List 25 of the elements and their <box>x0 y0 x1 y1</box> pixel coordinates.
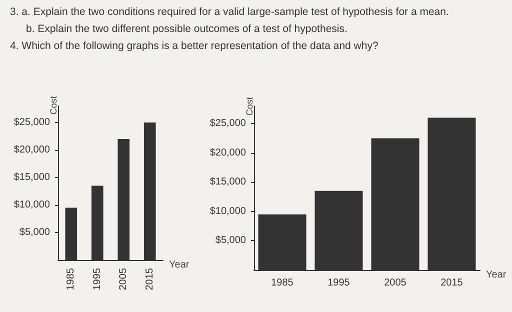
x-tick-label: 1985 <box>271 278 294 288</box>
text: b. Explain the two different possible outcomes of a test of hypothesis. <box>25 23 348 35</box>
y-tick-label: $10,000 <box>14 200 50 210</box>
x-tick-label: 2015 <box>144 268 156 290</box>
x-axis-title: Year <box>486 270 507 280</box>
x-tick-label: 2005 <box>118 268 130 290</box>
y-tick-label: $5,000 <box>19 227 50 238</box>
y-tick-label: $15,000 <box>210 176 246 188</box>
y-tick-label: $20,000 <box>210 147 246 158</box>
x-tick-label: 1985 <box>66 268 77 290</box>
x-tick-label: 2015 <box>440 278 464 288</box>
y-axis-title: Cost <box>244 96 254 116</box>
y-axis-title: Cost <box>48 96 58 115</box>
y-tick-label: $10,000 <box>210 206 246 217</box>
x-tick-label: 1995 <box>92 268 103 290</box>
x-axis-title: Year <box>169 260 190 270</box>
y-tick-label: $20,000 <box>14 144 50 156</box>
x-tick-label: 1995 <box>328 278 350 288</box>
y-tick-label: $25,000 <box>210 118 246 130</box>
y-tick-label: $15,000 <box>14 172 50 183</box>
text: 4. Which of the following graphs is a better representation of the data and why? <box>10 40 380 52</box>
y-tick-label: $5,000 <box>215 235 246 246</box>
x-tick-label: 2005 <box>384 278 407 288</box>
y-tick-label: $25,000 <box>14 117 50 128</box>
text: 3. a. Explain the two conditions required for a valid large-sample test of hypothesis for a mean. <box>10 6 450 18</box>
